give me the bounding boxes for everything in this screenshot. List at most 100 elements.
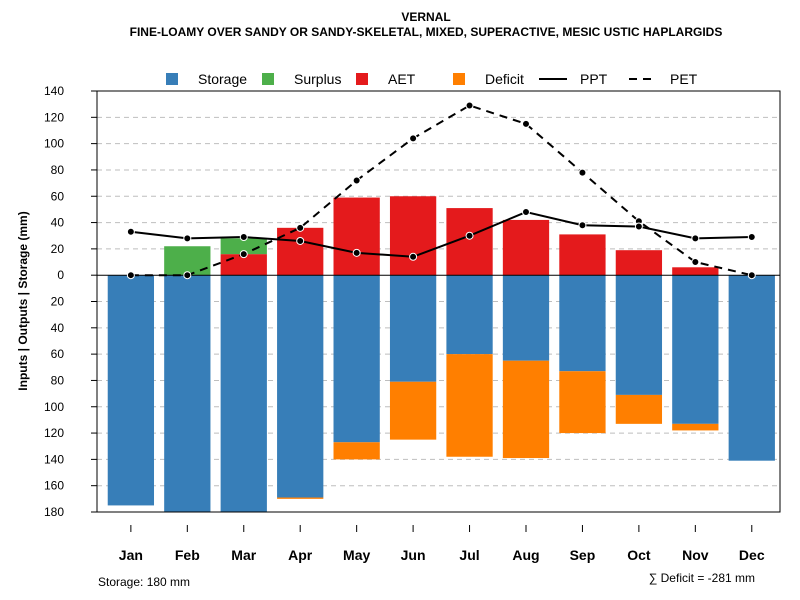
aet-bar-aug	[502, 219, 550, 276]
y-tick-label: 120	[44, 426, 64, 440]
aet-bar-jun	[389, 196, 437, 276]
storage-bar-jan	[107, 275, 155, 506]
x-tick-label-aug: Aug	[512, 547, 539, 563]
y-tick-label: 100	[44, 137, 64, 151]
legend-label-surplus: Surplus	[294, 71, 341, 87]
storage-bar-nov	[672, 275, 719, 424]
plot-frame	[96, 90, 781, 513]
points	[126, 101, 756, 280]
storage-bar-may	[333, 275, 380, 443]
y-tick-label: 60	[51, 347, 65, 361]
storage-bar-apr	[277, 275, 324, 498]
storage-bar-feb	[164, 275, 211, 512]
deficit-note: ∑ Deficit = -281 mm	[649, 571, 755, 585]
pet-point-jan	[126, 271, 135, 280]
y-tick-label: 120	[44, 110, 64, 124]
pet-point-jun	[409, 134, 418, 143]
ppt-point-jul	[465, 231, 474, 240]
ppt-point-may	[352, 248, 361, 257]
y-tick-label: 160	[44, 479, 64, 493]
y-tick-label: 20	[51, 242, 65, 256]
deficit-bar-aug	[502, 360, 550, 459]
legend-swatch-deficit	[453, 73, 465, 85]
legend-label-pet: PET	[670, 71, 698, 87]
chart-subtitle: FINE-LOAMY OVER SANDY OR SANDY-SKELETAL,…	[130, 25, 723, 39]
deficit-bar-may	[333, 442, 380, 460]
ppt-point-jan	[126, 227, 135, 236]
y-tick-label: 100	[44, 400, 64, 414]
aet-bar-may	[333, 197, 380, 276]
y-axis: 140 120 100 80 60 40 20 0 20 40 60 80 100 120 140 160 18…	[44, 84, 97, 519]
aet-bar-oct	[615, 250, 663, 276]
x-tick-label-oct: Oct	[627, 547, 651, 563]
pet-point-dec	[747, 271, 756, 280]
ppt-point-mar	[239, 233, 248, 242]
x-tick-label-apr: Apr	[288, 547, 313, 563]
y-tick-label: 140	[44, 452, 64, 466]
pet-point-jul	[465, 101, 474, 110]
ppt-point-apr	[296, 236, 305, 245]
storage-bar-jul	[446, 275, 493, 355]
deficit-bar-sep	[559, 371, 606, 434]
x-tick-label-jun: Jun	[401, 547, 426, 563]
pet-point-aug	[521, 119, 530, 128]
legend-label-aet: AET	[388, 71, 416, 87]
storage-bar-jun	[389, 275, 437, 382]
bars	[107, 196, 775, 512]
ppt-point-oct	[634, 222, 643, 231]
legend: Storage Surplus AET Deficit PPT PET	[166, 71, 698, 87]
y-tick-label: 80	[51, 163, 65, 177]
storage-bar-dec	[728, 275, 775, 461]
legend-swatch-surplus	[262, 73, 274, 85]
storage-bar-sep	[559, 275, 606, 372]
pet-point-apr	[296, 223, 305, 232]
aet-bar-nov	[672, 267, 719, 276]
x-tick-label-sep: Sep	[570, 547, 596, 563]
x-tick-label-dec: Dec	[739, 547, 765, 563]
x-tick-label-mar: Mar	[231, 547, 256, 563]
y-tick-label: 0	[57, 268, 64, 282]
y-tick-label: 60	[51, 189, 65, 203]
storage-bar-mar	[220, 275, 267, 512]
deficit-bar-jul	[446, 354, 493, 457]
x-tick-label-nov: Nov	[682, 547, 709, 563]
pet-point-sep	[578, 168, 587, 177]
deficit-bar-jun	[389, 381, 437, 440]
legend-swatch-storage	[166, 73, 178, 85]
y-tick-label: 20	[51, 295, 65, 309]
ppt-point-jun	[409, 252, 418, 261]
pet-point-may	[352, 176, 361, 185]
x-tick-label-jul: Jul	[459, 547, 479, 563]
ppt-point-dec	[747, 233, 756, 242]
legend-swatch-aet	[356, 73, 368, 85]
deficit-bar-oct	[615, 394, 663, 424]
surplus-bar-feb	[164, 246, 211, 276]
x-tick-label-feb: Feb	[175, 547, 200, 563]
y-tick-label: 80	[51, 373, 65, 387]
ppt-point-sep	[578, 221, 587, 230]
legend-label-deficit: Deficit	[485, 71, 524, 87]
pet-point-mar	[239, 250, 248, 259]
aet-bar-sep	[559, 234, 606, 276]
chart-title: VERNAL	[401, 10, 450, 24]
y-axis-label: Inputs | Outputs | Storage (mm)	[16, 211, 30, 390]
y-tick-label: 140	[44, 84, 64, 98]
pet-point-feb	[183, 271, 192, 280]
ppt-line	[130, 210, 752, 258]
storage-note: Storage: 180 mm	[98, 575, 190, 589]
gridlines	[97, 90, 780, 487]
y-tick-label: 180	[44, 505, 64, 519]
legend-label-storage: Storage	[198, 71, 247, 87]
ppt-point-nov	[691, 234, 700, 243]
deficit-bar-apr	[277, 497, 324, 499]
surplus-bar-mar	[220, 238, 267, 255]
ppt-point-feb	[183, 234, 192, 243]
x-tick-label-jan: Jan	[119, 547, 143, 563]
x-axis: Jan Feb Mar Apr May Jun Jul Aug Sep Oct Nov Dec	[119, 525, 765, 563]
x-tick-label-may: May	[343, 547, 370, 563]
lines	[130, 104, 753, 277]
ppt-point-aug	[521, 208, 530, 217]
legend-label-ppt: PPT	[580, 71, 608, 87]
pet-point-nov	[691, 258, 700, 267]
